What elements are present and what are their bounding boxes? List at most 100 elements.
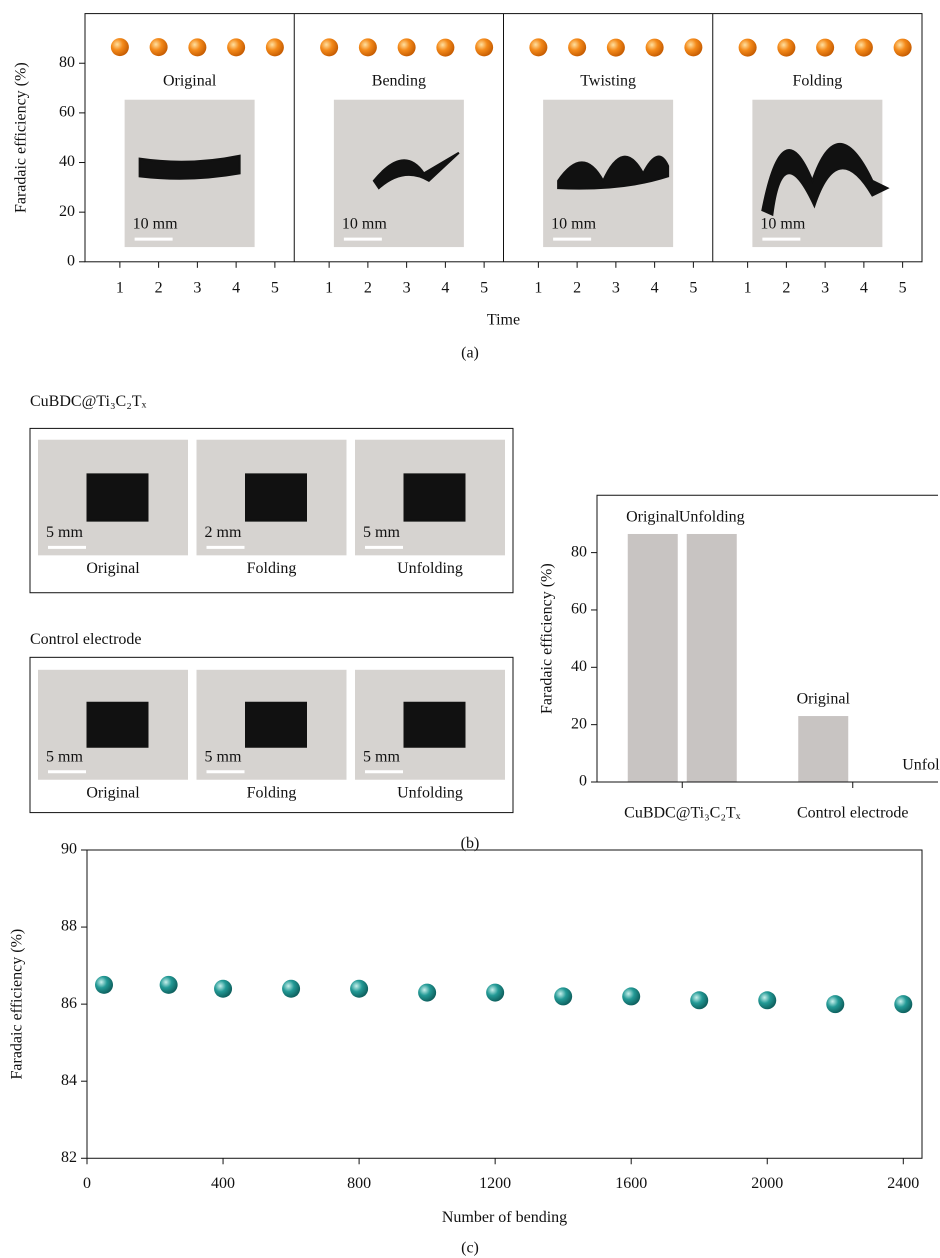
page: 02040608012345Original10 mm12345Bending1… bbox=[0, 0, 940, 1258]
y-tick-label: 0 bbox=[579, 773, 587, 790]
point bbox=[475, 38, 493, 56]
x-tick-label: 5 bbox=[271, 280, 279, 297]
caption: (c) bbox=[461, 1240, 479, 1257]
photo-label: Original bbox=[86, 784, 140, 801]
x-axis-label: Time bbox=[487, 311, 520, 328]
scale-label: 10 mm bbox=[342, 216, 387, 233]
y-tick-label: 80 bbox=[59, 54, 75, 71]
x-tick-label: 1 bbox=[744, 280, 752, 297]
photo-label: Folding bbox=[247, 560, 297, 577]
x-tick-label: 3 bbox=[821, 280, 829, 297]
point bbox=[894, 995, 912, 1013]
point bbox=[568, 38, 586, 56]
photo-label: Folding bbox=[247, 784, 297, 801]
scale-label: 10 mm bbox=[133, 216, 178, 233]
x-axis-label: Number of bending bbox=[442, 1209, 567, 1226]
caption: (b) bbox=[461, 835, 480, 852]
point bbox=[214, 980, 232, 998]
x-tick-label: 4 bbox=[651, 280, 659, 297]
bar bbox=[798, 716, 848, 782]
sample bbox=[246, 703, 306, 747]
panel-label: Folding bbox=[792, 72, 842, 89]
point bbox=[95, 976, 113, 994]
point bbox=[320, 38, 338, 56]
y-tick-label: 40 bbox=[571, 658, 587, 675]
point bbox=[894, 39, 912, 57]
y-tick-label: 86 bbox=[61, 995, 77, 1012]
x-tick-label: 4 bbox=[441, 280, 449, 297]
scale-label: 10 mm bbox=[760, 216, 805, 233]
y-tick-label: 60 bbox=[571, 601, 587, 618]
panel-label: Twisting bbox=[580, 72, 636, 89]
x-tick-label: 1600 bbox=[615, 1175, 647, 1192]
point bbox=[684, 38, 702, 56]
y-tick-label: 80 bbox=[571, 543, 587, 560]
sample bbox=[88, 474, 148, 520]
y-tick-label: 88 bbox=[61, 918, 77, 935]
x-tick-label: 5 bbox=[480, 280, 488, 297]
x-tick-label: 5 bbox=[899, 280, 907, 297]
x-tick-label: 3 bbox=[403, 280, 411, 297]
bar-label: Unfolding bbox=[679, 509, 745, 526]
x-tick-label: 2 bbox=[364, 280, 372, 297]
y-tick-label: 82 bbox=[61, 1149, 77, 1166]
panel-label: Original bbox=[163, 72, 217, 89]
point bbox=[398, 38, 416, 56]
sample bbox=[246, 474, 306, 520]
scale-label: 5 mm bbox=[205, 748, 242, 765]
x-tick-label: 0 bbox=[83, 1175, 91, 1192]
x-tick-label: 3 bbox=[612, 280, 620, 297]
bar-label: Original bbox=[626, 509, 680, 526]
sample bbox=[88, 703, 148, 747]
photo-label: Original bbox=[86, 560, 140, 577]
sample bbox=[405, 703, 465, 747]
x-tick-label: 2400 bbox=[887, 1175, 919, 1192]
x-tick-label: 2 bbox=[573, 280, 581, 297]
point bbox=[646, 39, 664, 57]
x-tick-label: Control electrode bbox=[797, 804, 909, 821]
point bbox=[111, 38, 129, 56]
point bbox=[160, 976, 178, 994]
bar bbox=[628, 534, 678, 782]
sample bbox=[405, 474, 465, 520]
group-title: Control electrode bbox=[30, 631, 142, 648]
x-tick-label: CuBDC@Ti₃C₂Tₓ bbox=[624, 804, 741, 821]
plot-frame bbox=[87, 850, 922, 1158]
y-axis-label: Faradaic efficiency (%) bbox=[13, 62, 30, 213]
x-tick-label: 800 bbox=[347, 1175, 371, 1192]
point bbox=[282, 980, 300, 998]
x-tick-label: 4 bbox=[860, 280, 868, 297]
point bbox=[690, 991, 708, 1009]
photo-label: Unfolding bbox=[397, 560, 463, 577]
point bbox=[436, 39, 454, 57]
bar-label: Original bbox=[797, 691, 851, 708]
point bbox=[150, 38, 168, 56]
y-axis-label: Faradaic efficiency (%) bbox=[9, 929, 26, 1080]
point bbox=[607, 39, 625, 57]
x-tick-label: 1 bbox=[325, 280, 333, 297]
y-tick-label: 0 bbox=[67, 252, 75, 269]
point bbox=[188, 38, 206, 56]
point bbox=[529, 38, 547, 56]
point bbox=[855, 39, 873, 57]
scale-label: 5 mm bbox=[46, 524, 83, 541]
photo-label: Unfolding bbox=[397, 784, 463, 801]
x-tick-label: 3 bbox=[193, 280, 201, 297]
point bbox=[826, 995, 844, 1013]
panel-label: Bending bbox=[372, 72, 426, 89]
point bbox=[266, 38, 284, 56]
x-tick-label: 5 bbox=[689, 280, 697, 297]
point bbox=[227, 38, 245, 56]
y-tick-label: 20 bbox=[571, 715, 587, 732]
x-tick-label: 1200 bbox=[479, 1175, 511, 1192]
scale-label: 5 mm bbox=[363, 748, 400, 765]
point bbox=[758, 991, 776, 1009]
x-tick-label: 1 bbox=[116, 280, 124, 297]
y-tick-label: 90 bbox=[61, 841, 77, 858]
x-tick-label: 2 bbox=[155, 280, 163, 297]
point bbox=[554, 987, 572, 1005]
group-title: CuBDC@Ti₃C₂Tₓ bbox=[30, 393, 147, 410]
point bbox=[622, 987, 640, 1005]
point bbox=[486, 984, 504, 1002]
x-tick-label: 1 bbox=[534, 280, 542, 297]
